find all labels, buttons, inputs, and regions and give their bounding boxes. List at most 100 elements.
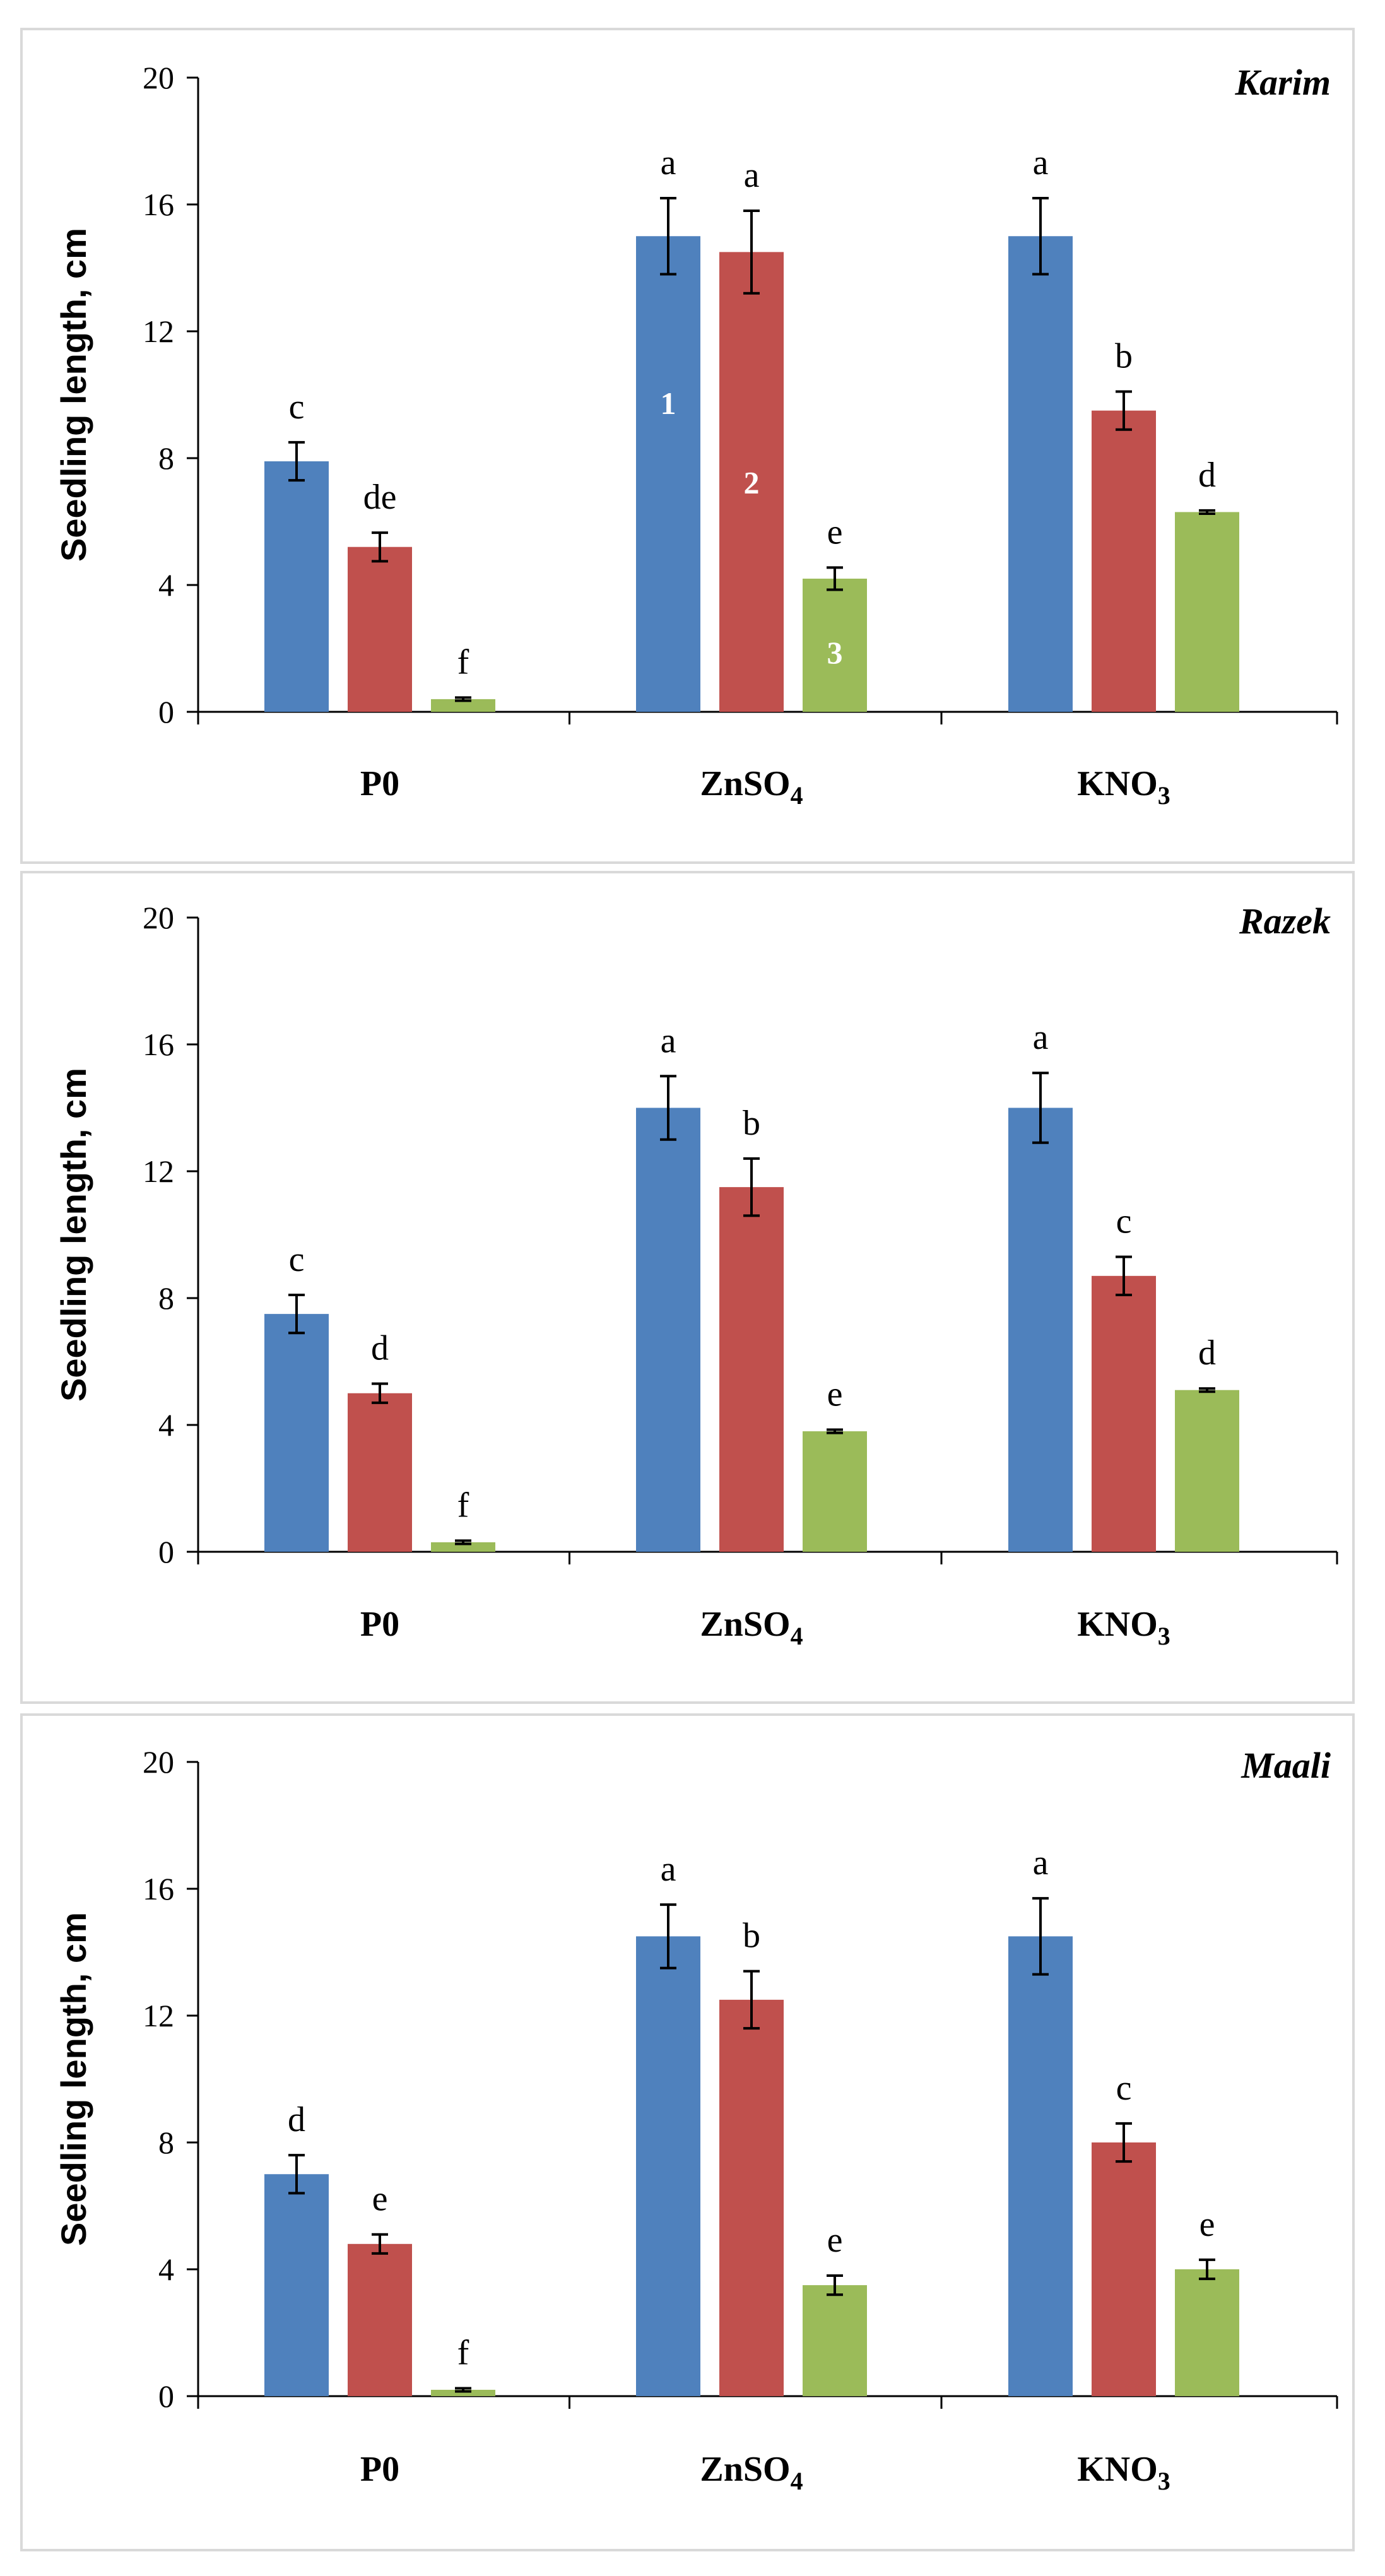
category-label: KNO3 [1077,2450,1170,2495]
bar-series-3-p0 [431,699,495,712]
category-label: ZnSO4 [700,2450,803,2495]
category-label-main: P0 [360,2450,399,2489]
y-tick-label: 20 [143,60,174,95]
bar-series-1-znso [636,1108,700,1552]
bar-series-1-kno [1008,236,1073,712]
category-label-main: KNO [1077,2450,1158,2489]
y-tick-label: 20 [143,900,174,935]
bar-series-number: 3 [827,635,843,670]
category-label-subscript: 3 [1158,2467,1170,2495]
significance-letter: b [743,1104,760,1143]
bar-series-2-p0 [348,1393,412,1552]
significance-letter: c [289,1240,305,1279]
bar-series-3-p0 [431,1542,495,1552]
y-tick-label: 12 [143,1154,174,1189]
significance-letter: a [1033,143,1049,182]
y-axis-label: Seedling length, cm [54,1068,93,1402]
bar-series-2-kno [1092,2142,1156,2396]
significance-letter: c [289,387,305,427]
y-tick-label: 16 [143,187,174,222]
y-axis-label: Seedling length, cm [54,1912,93,2246]
bar-series-number: 2 [744,465,760,500]
chart-panel-karim: 0 4 8 12 16 20 Seedling length, cm Karim P0 ZnSO4… [20,28,1355,864]
y-tick-label: 0 [158,694,174,730]
bar-series-3-kno [1175,1390,1239,1552]
bar-series-1-p0 [264,2174,329,2396]
bar-series-2-p0 [348,547,412,712]
category-label: ZnSO4 [700,1605,803,1650]
significance-letter: b [743,1917,760,1956]
y-axis-label: Seedling length, cm [54,228,93,562]
bar-series-2-kno [1092,1275,1156,1552]
bar-series-1-kno [1008,1936,1073,2396]
bar-series-3-znso [803,1431,867,1552]
bar-series-3-kno [1175,2269,1239,2396]
significance-letter: e [1199,2205,1215,2244]
significance-letter: e [827,1375,843,1414]
category-label-main: KNO [1077,764,1158,803]
significance-letter: e [827,512,843,552]
category-label: ZnSO4 [700,764,803,810]
category-label-main: ZnSO [700,764,790,803]
bar-series-2-p0 [348,2243,412,2396]
category-label-main: ZnSO [700,1605,790,1644]
significance-letter: f [457,1486,469,1525]
chart-panel-razek: 0 4 8 12 16 20 Seedling length, cm Razek P0 ZnSO4… [20,871,1355,1704]
significance-letter: a [744,156,760,195]
significance-letter: d [288,2100,305,2139]
y-tick-label: 12 [143,314,174,349]
bar-series-1-p0 [264,1314,329,1552]
bar-series-2-znso [719,1999,784,2396]
significance-letter: d [1198,1333,1216,1373]
category-label-main: P0 [360,764,399,803]
y-tick-label: 20 [143,1744,174,1780]
y-tick-label: 16 [143,1027,174,1062]
category-label-subscript: 4 [791,1622,803,1650]
bar-series-1-p0 [264,461,329,712]
bar-series-2-znso [719,252,784,712]
bar-series-1-znso [636,1936,700,2396]
category-label: KNO3 [1077,764,1170,810]
significance-letter: e [827,2221,843,2260]
category-label-subscript: 3 [1158,1622,1170,1650]
significance-letter: a [661,143,676,182]
y-tick-label: 16 [143,1871,174,1906]
significance-letter: d [1198,456,1216,495]
significance-letter: f [457,2333,469,2372]
bar-series-1-kno [1008,1108,1073,1552]
significance-letter: b [1115,336,1133,375]
significance-letter: a [661,1021,676,1060]
bar-series-number: 1 [661,386,676,421]
y-tick-label: 0 [158,1534,174,1569]
category-label: P0 [360,764,399,803]
category-label: KNO3 [1077,1605,1170,1650]
bar-series-2-kno [1092,410,1156,712]
category-label-subscript: 4 [791,2467,803,2495]
y-tick-label: 4 [158,567,174,603]
significance-letter: c [1116,2069,1132,2108]
category-label-main: ZnSO [700,2450,790,2489]
bar-series-1-znso [636,236,700,712]
panel-title: Razek [1239,901,1331,942]
category-label-main: KNO [1077,1605,1158,1644]
bar-series-3-znso [803,2285,867,2396]
bar-series-3-kno [1175,512,1239,712]
y-tick-label: 12 [143,1998,174,2033]
significance-letter: c [1116,1202,1132,1241]
bar-series-3-znso [803,578,867,712]
category-label: P0 [360,1605,399,1644]
y-tick-label: 8 [158,1280,174,1316]
category-label-subscript: 3 [1158,781,1170,810]
chart-panel-maali: 0 4 8 12 16 20 Seedling length, cm Maali P0 ZnSO4… [20,1713,1355,2551]
panel-title: Maali [1241,1745,1331,1786]
bar-series-3-p0 [431,2389,495,2396]
panel-title: Karim [1235,62,1331,103]
y-tick-label: 8 [158,440,174,476]
category-label-subscript: 4 [791,781,803,810]
significance-letter: d [371,1329,389,1368]
y-tick-label: 4 [158,1407,174,1443]
bar-series-2-znso [719,1187,784,1552]
